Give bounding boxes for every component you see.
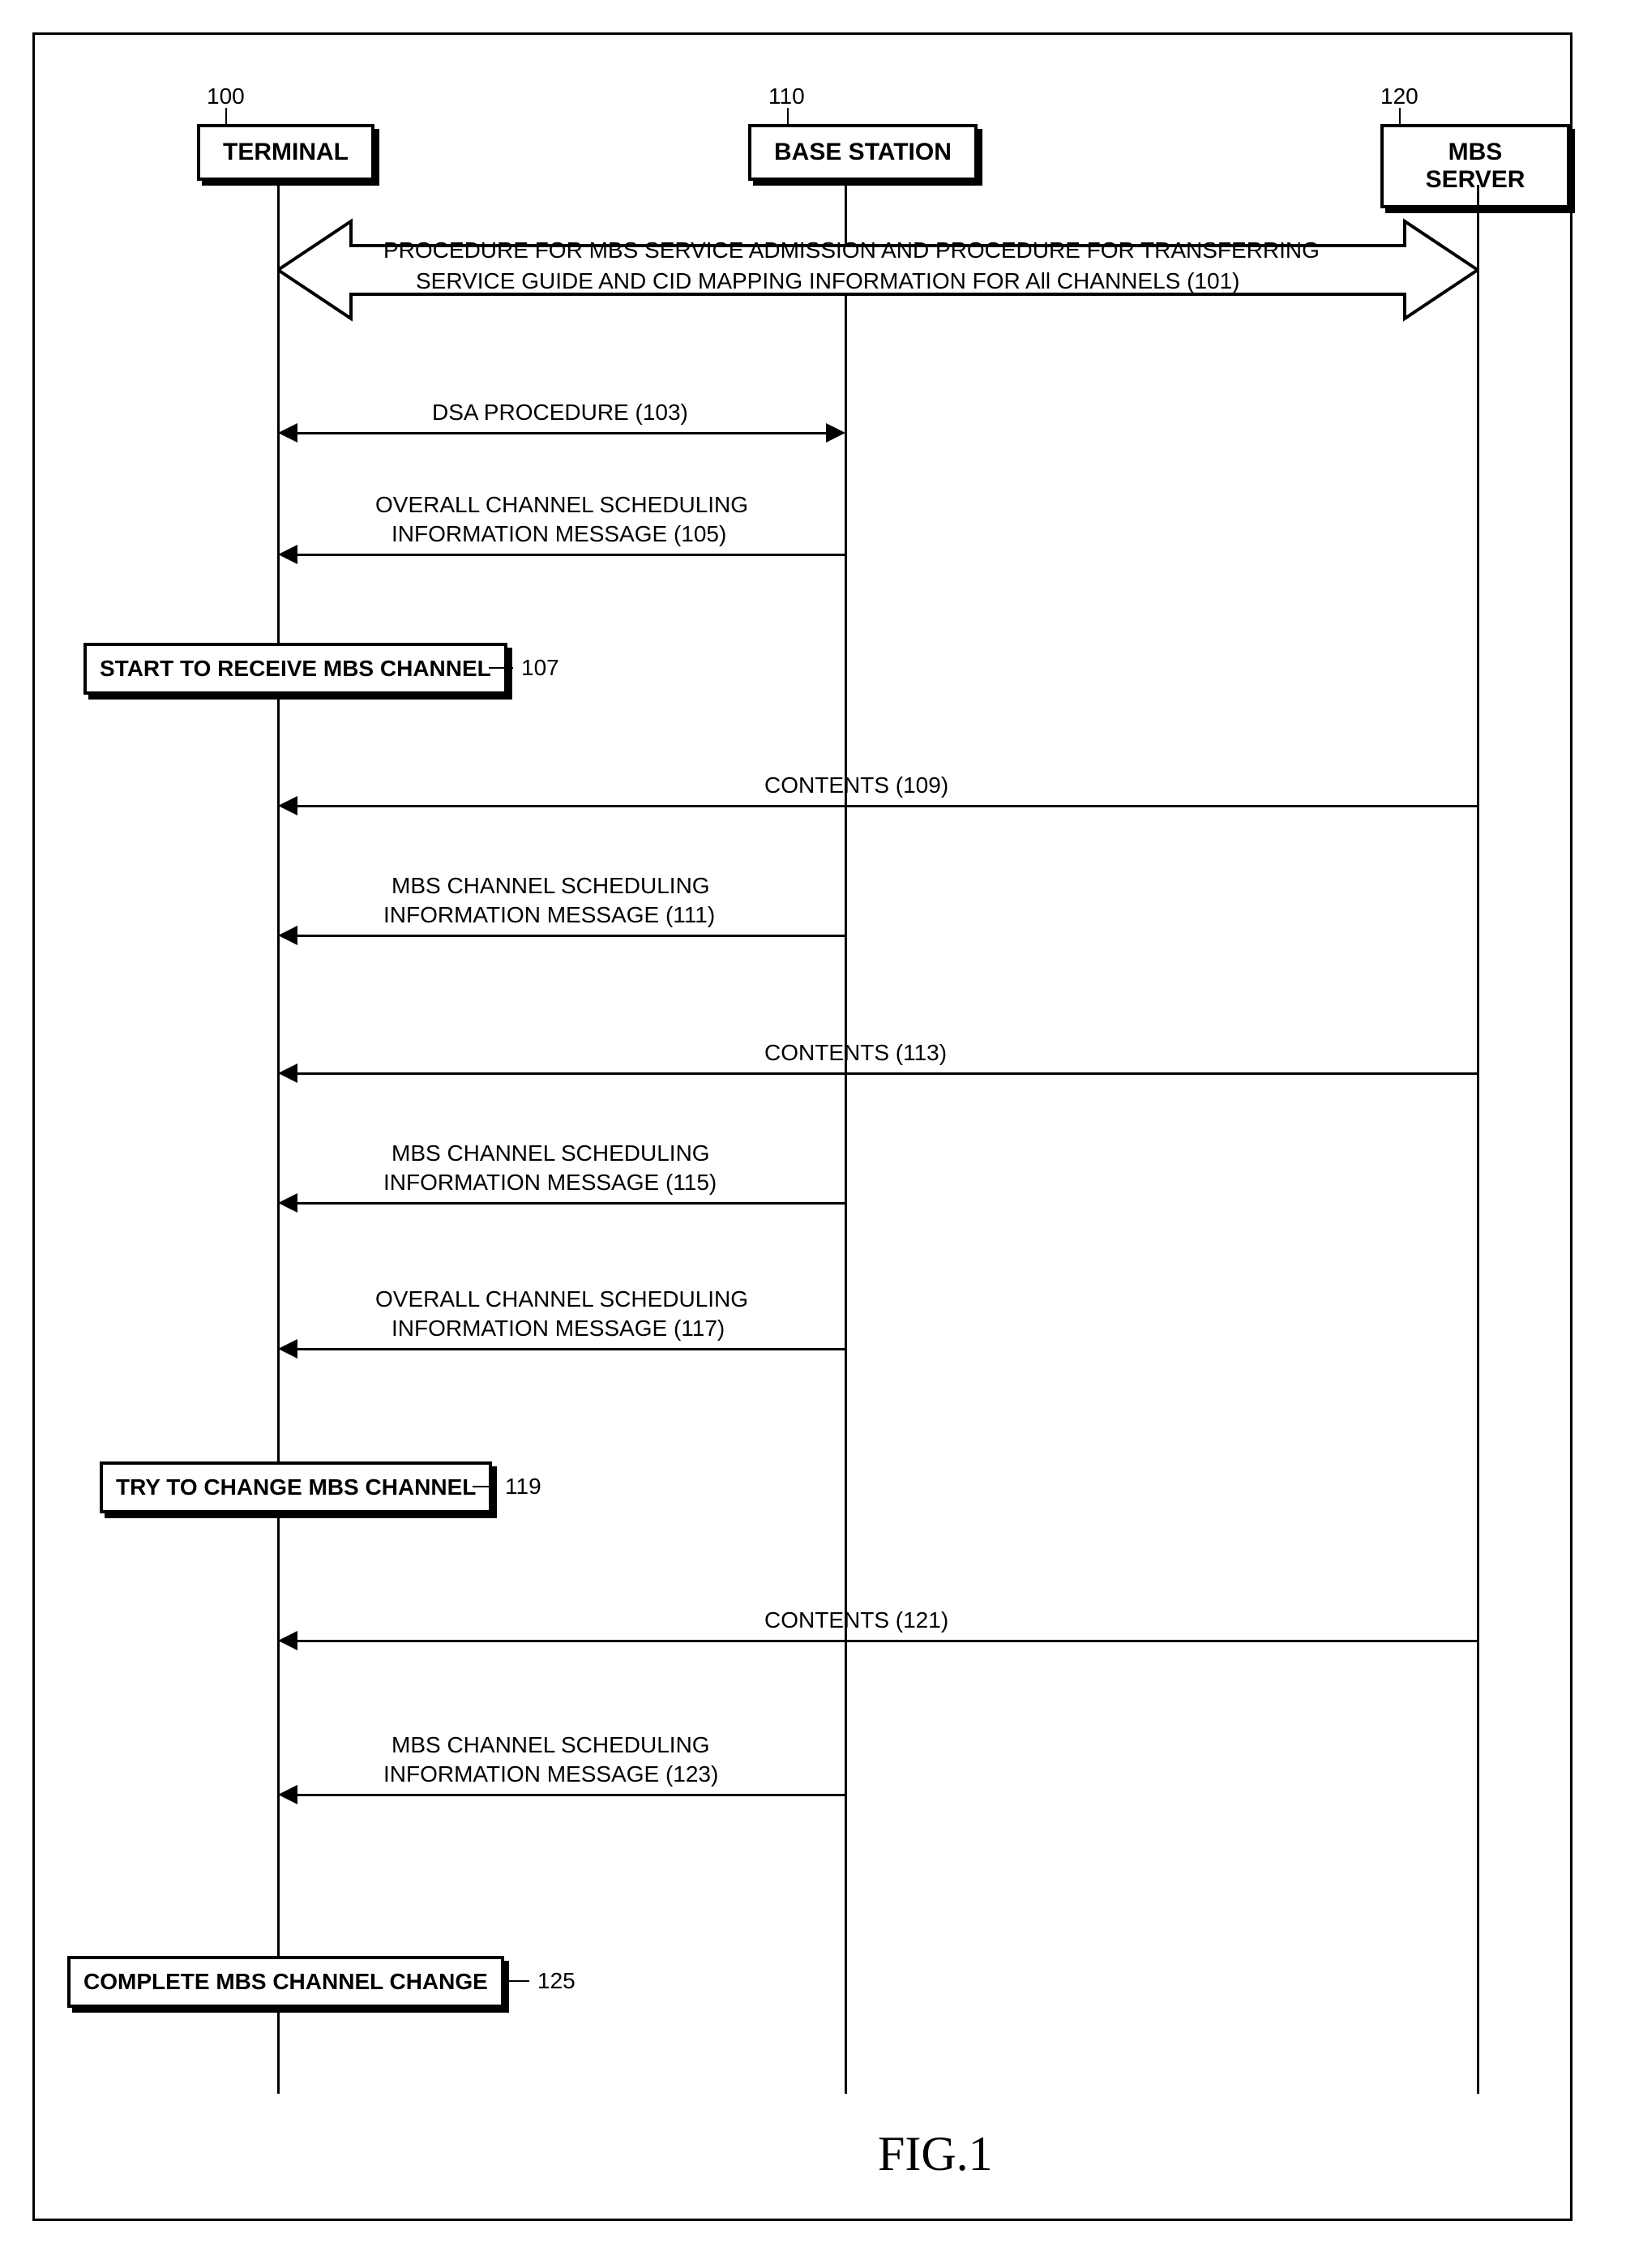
msg-117-line2: INFORMATION MESSAGE (117) xyxy=(392,1316,725,1342)
arrow-113 xyxy=(294,1072,1478,1075)
terminal-lifeline xyxy=(277,185,280,2094)
arrow-head-icon xyxy=(278,1063,297,1083)
msg-105-line2: INFORMATION MESSAGE (105) xyxy=(392,521,726,547)
arrow-head-icon xyxy=(278,545,297,564)
msg-121: CONTENTS (121) xyxy=(764,1607,948,1633)
leader-line xyxy=(1399,108,1401,124)
arrow-head-icon xyxy=(278,1631,297,1650)
event-125-num: 125 xyxy=(537,1968,576,1994)
msg-105-line1: OVERALL CHANNEL SCHEDULING xyxy=(375,492,748,518)
base-station-lifeline xyxy=(845,185,847,2094)
base-station-actor: BASE STATION xyxy=(748,124,978,181)
msg-117-line1: OVERALL CHANNEL SCHEDULING xyxy=(375,1286,748,1312)
event-125: COMPLETE MBS CHANNEL CHANGE xyxy=(67,1956,504,2008)
event-107: START TO RECEIVE MBS CHANNEL xyxy=(83,643,507,695)
arrow-103 xyxy=(294,432,829,434)
mbs-server-num: 120 xyxy=(1380,83,1418,109)
terminal-actor: TERMINAL xyxy=(197,124,374,181)
msg-103: DSA PROCEDURE (103) xyxy=(432,400,688,426)
arrow-123 xyxy=(294,1794,845,1796)
msg-123-line1: MBS CHANNEL SCHEDULING xyxy=(392,1732,710,1758)
msg-113: CONTENTS (113) xyxy=(764,1040,947,1066)
leader-line xyxy=(473,1486,497,1487)
arrow-head-icon xyxy=(278,1785,297,1804)
msg-109: CONTENTS (109) xyxy=(764,772,948,798)
leader-line xyxy=(787,108,789,124)
sequence-diagram: 100 110 120 TERMINAL BASE STATION MBS SE… xyxy=(32,32,1573,2221)
figure-label: FIG.1 xyxy=(878,2126,993,2182)
msg-115-line2: INFORMATION MESSAGE (115) xyxy=(383,1170,717,1196)
terminal-num: 100 xyxy=(207,83,245,109)
msg-101-line2: SERVICE GUIDE AND CID MAPPING INFORMATIO… xyxy=(416,268,1239,294)
arrow-117 xyxy=(294,1348,845,1350)
arrow-head-icon xyxy=(278,1339,297,1359)
arrow-105 xyxy=(294,554,845,556)
base-station-num: 110 xyxy=(768,83,805,109)
arrow-head-icon xyxy=(826,423,845,443)
arrow-121 xyxy=(294,1640,1478,1642)
msg-111-line1: MBS CHANNEL SCHEDULING xyxy=(392,873,710,899)
mbs-server-lifeline xyxy=(1477,185,1479,2094)
event-107-num: 107 xyxy=(521,655,559,681)
msg-101-line1: PROCEDURE FOR MBS SERVICE ADMISSION AND … xyxy=(383,237,1320,263)
leader-line xyxy=(225,108,227,124)
arrow-111 xyxy=(294,935,845,937)
arrow-109 xyxy=(294,805,1478,807)
arrow-head-icon xyxy=(278,926,297,945)
msg-115-line1: MBS CHANNEL SCHEDULING xyxy=(392,1140,710,1166)
mbs-server-actor: MBS SERVER xyxy=(1380,124,1570,208)
msg-123-line2: INFORMATION MESSAGE (123) xyxy=(383,1761,718,1787)
leader-line xyxy=(489,667,513,669)
arrow-115 xyxy=(294,1202,845,1205)
arrow-head-icon xyxy=(278,796,297,815)
msg-111-line2: INFORMATION MESSAGE (111) xyxy=(383,902,715,928)
arrow-head-icon xyxy=(278,423,297,443)
arrow-head-icon xyxy=(278,1193,297,1213)
event-119-num: 119 xyxy=(505,1474,541,1500)
event-119: TRY TO CHANGE MBS CHANNEL xyxy=(100,1461,492,1513)
leader-line xyxy=(505,1980,529,1982)
